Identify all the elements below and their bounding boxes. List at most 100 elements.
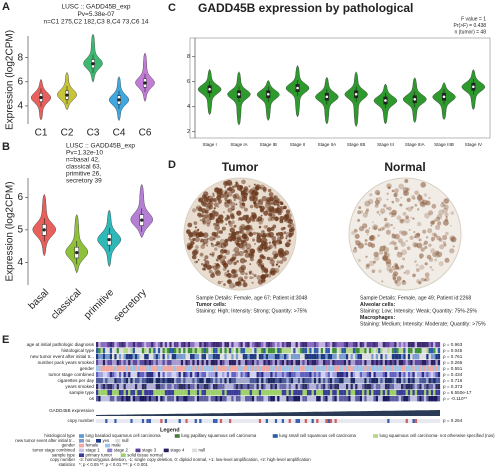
heat-cell [208,384,211,390]
heat-cell [389,348,392,354]
heat-cell [121,396,124,402]
heat-cell [391,348,395,354]
heat-cell [288,354,292,360]
heat-cell [417,390,420,396]
heat-cell [350,384,353,390]
heat-cell [293,372,296,378]
heat-cell [173,342,177,348]
heat-cell [256,342,259,348]
heat-cell [277,354,280,360]
heat-cell [194,372,198,378]
heat-cell [217,348,220,354]
heat-cell [306,366,310,372]
stain-spot [395,266,400,270]
heat-cell [412,366,415,372]
stain-spot [227,270,230,273]
heat-cell [384,354,388,360]
heat-cell [430,342,434,348]
x-tick-label: Stage IA [230,142,247,147]
heat-cell [318,372,321,378]
stain-spot [378,228,381,232]
heat-cell [222,390,225,396]
heat-cell [224,390,227,396]
copy-cell [102,419,106,423]
heat-cell [341,348,344,354]
heat-cell [164,378,168,384]
heat-cell [162,390,165,396]
heat-cell [437,366,441,372]
heat-cell [414,396,418,402]
expression-area [96,410,440,416]
heat-cell [398,366,402,372]
stain-spot [231,269,236,273]
heat-cell [173,348,177,354]
heat-cell [428,390,431,396]
heat-cell [352,384,356,390]
heat-cell [366,354,370,360]
stain-spot [443,198,450,204]
heat-cell [123,372,126,378]
heat-cell [421,366,425,372]
heat-cell [290,348,294,354]
heat-cell [217,366,220,372]
stain-spot [204,210,209,214]
stain-spot [417,208,420,211]
heat-cell [272,354,275,360]
heat-cell [403,360,406,366]
copy-cell [247,419,250,423]
legend-item: *: p < 0.05 **: p < 0.01 ***: p < 0.001 [79,462,149,467]
stain-spot [220,219,224,223]
stain-spot [374,199,380,205]
copy-cell [139,419,142,423]
stain-spot [268,241,271,244]
copy-cell [238,419,241,423]
heat-cell [368,354,372,360]
stain-spot [206,264,212,270]
heat-cell [403,384,406,390]
stain-spot [415,263,419,267]
stain-spot [215,263,221,269]
heat-cell [162,366,165,372]
heat-cell [421,390,425,396]
stain-spot [393,271,399,277]
heat-cell [270,360,273,366]
stain-spot [281,256,287,262]
heat-cell [336,360,340,366]
heat-cell [192,366,195,372]
heat-cell [279,354,282,360]
heat-cell [401,360,404,366]
stain-spot [196,206,199,209]
heat-cell [242,360,246,366]
x-tick-label: Stage IB [260,142,277,147]
stain-spot [234,257,237,259]
copy-cell [240,419,243,423]
heat-cell [128,354,131,360]
heat-cell [199,342,202,348]
heat-cell [141,396,145,402]
stain-spot [263,225,268,229]
stain-spot [230,188,236,194]
heat-cell [364,396,367,402]
heat-cell [348,390,351,396]
stain-spot [193,248,199,255]
heat-cell [371,372,374,378]
stain-spot [241,190,246,196]
heat-cell [405,354,408,360]
heat-cell [316,366,319,372]
stain-spot [379,245,386,252]
heat-cell [180,378,184,384]
x-tick-label: C3 [87,128,100,139]
heat-cell [410,348,413,354]
heat-cell [180,342,184,348]
heat-cell [185,366,188,372]
heat-cell [318,354,321,360]
heat-cell [417,372,420,378]
stain-spot [221,226,226,231]
stain-spot [193,221,198,226]
heat-cell [194,360,198,366]
heat-cell [229,354,232,360]
stain-spot [395,263,398,267]
heat-cell [210,366,214,372]
stain-spot [386,183,392,189]
stain-spot [269,271,273,275]
